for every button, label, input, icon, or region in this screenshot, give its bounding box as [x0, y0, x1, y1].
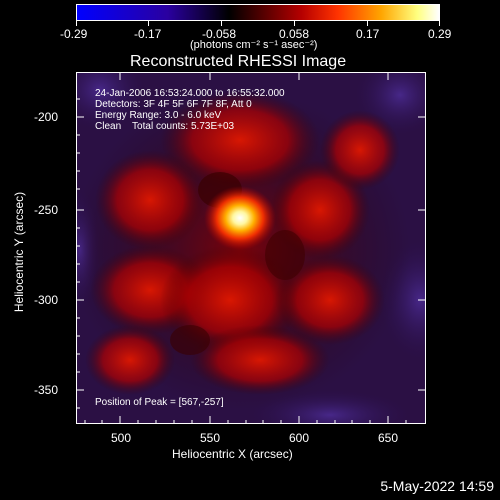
x-tick-label: 550: [200, 431, 221, 445]
y-tick-label: -200: [34, 110, 59, 124]
x-tick-label: 500: [111, 431, 132, 445]
colorbar-tick-label: 0.29: [428, 27, 452, 41]
colorbar-tick-label: 0.058: [279, 27, 310, 41]
detectors-annotation: Detectors: 3F 4F 5F 6F 7F 8F, Att 0: [95, 99, 252, 110]
y-tick-label: -250: [34, 203, 59, 217]
y-axis-label: Heliocentric Y (arcsec): [12, 191, 26, 313]
x-axis-label: Heliocentric X (arcsec): [172, 447, 293, 461]
y-tick-label: -350: [34, 383, 59, 397]
colorbar-units-label: (photons cm⁻² s⁻¹ asec⁻²): [190, 39, 318, 51]
colorbar-tick-label: -0.29: [60, 27, 88, 41]
time-range-annotation: 24-Jan-2006 16:53:24.000 to 16:55:32.000: [95, 88, 285, 99]
energy-annotation: Energy Range: 3.0 - 6.0 keV: [95, 110, 222, 121]
colorbar-tick-label: 0.17: [356, 27, 380, 41]
timestamp-footer: 5-May-2022 14:59: [380, 478, 494, 494]
y-tick-label: -300: [34, 293, 59, 307]
x-tick-label: 600: [289, 431, 310, 445]
clean-annotation: Clean Total counts: 5.73E+03: [95, 121, 235, 132]
x-tick-label: 650: [378, 431, 399, 445]
colorbar-tick-label: -0.17: [134, 27, 162, 41]
peak-position-annotation: Position of Peak = [567,-257]: [95, 397, 224, 408]
plot-title: Reconstructed RHESSI Image: [130, 53, 347, 70]
colorbar-tick-label: -0.058: [202, 27, 237, 41]
colorbar-tick-marks: [76, 20, 440, 26]
colorbar: [76, 4, 440, 21]
